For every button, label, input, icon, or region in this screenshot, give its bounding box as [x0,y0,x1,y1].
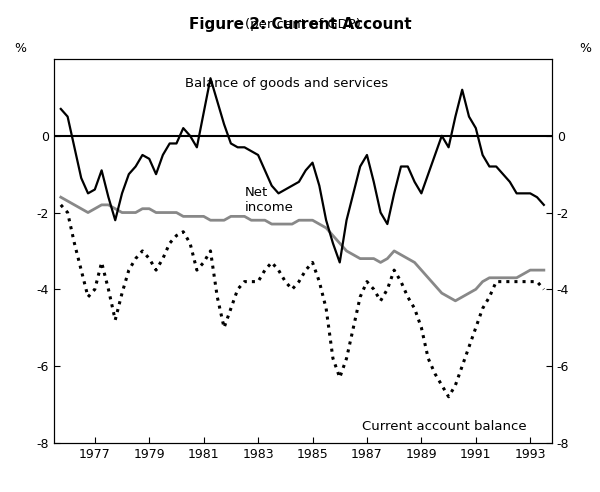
Text: Current account balance: Current account balance [362,420,526,433]
Text: Figure 2: Current Account: Figure 2: Current Account [188,17,412,32]
Text: %: % [14,42,26,55]
Text: Balance of goods and services: Balance of goods and services [185,77,388,90]
Text: %: % [580,42,592,55]
Title: (per cent of GDP): (per cent of GDP) [245,19,361,31]
Text: Net
income: Net income [244,185,293,214]
